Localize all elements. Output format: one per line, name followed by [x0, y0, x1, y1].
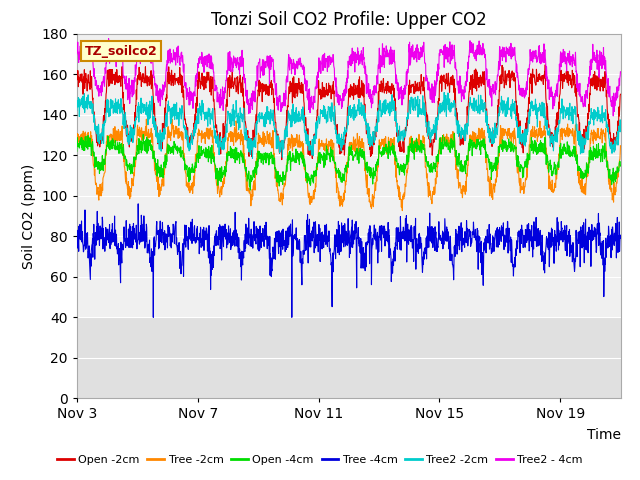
Legend: Open -2cm, Tree -2cm, Open -4cm, Tree -4cm, Tree2 -2cm, Tree2 - 4cm: Open -2cm, Tree -2cm, Open -4cm, Tree -4… — [52, 451, 588, 469]
Text: TZ_soilco2: TZ_soilco2 — [85, 45, 157, 58]
Text: Time: Time — [587, 428, 621, 442]
Title: Tonzi Soil CO2 Profile: Upper CO2: Tonzi Soil CO2 Profile: Upper CO2 — [211, 11, 486, 29]
Y-axis label: Soil CO2 (ppm): Soil CO2 (ppm) — [22, 163, 36, 269]
Bar — [77, 317, 621, 398]
